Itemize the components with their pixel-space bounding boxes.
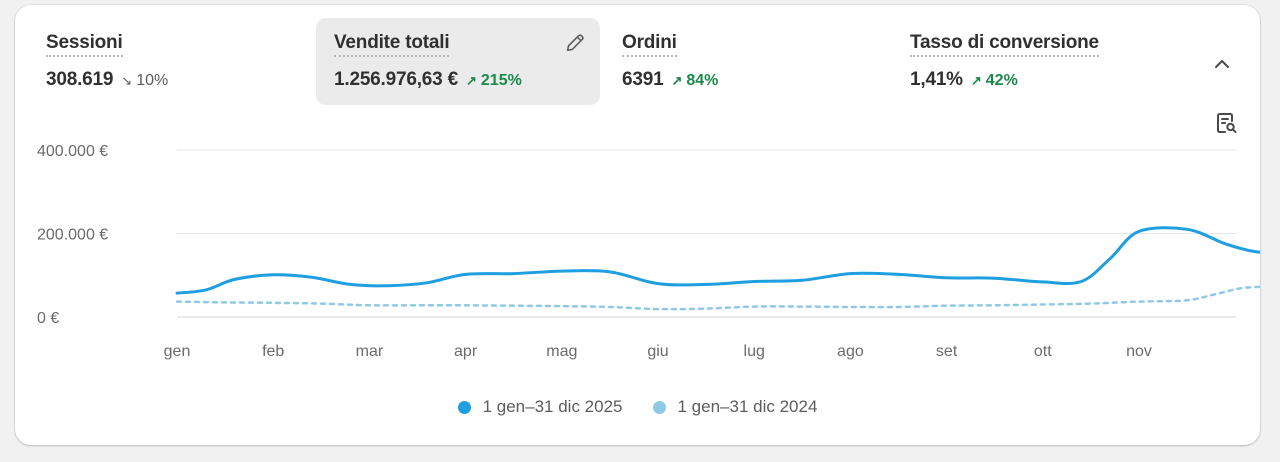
metric-orders[interactable]: Ordini 6391 ↗ 84% — [604, 18, 864, 105]
delta-badge: ↗ 42% — [971, 72, 1018, 90]
delta-value: 215% — [480, 72, 522, 89]
delta-badge: ↗ 84% — [671, 72, 718, 90]
metric-label[interactable]: Vendite totali — [334, 32, 450, 57]
x-tick-label: feb — [262, 343, 284, 360]
metric-conversion-rate[interactable]: Tasso di conversione 1,41% ↗ 42% — [892, 18, 1182, 105]
delta-value: 10% — [136, 72, 169, 89]
x-tick-label: giu — [647, 343, 668, 360]
metric-value-row: 1,41% ↗ 42% — [910, 69, 1018, 91]
series-line-previous — [175, 285, 1260, 311]
y-tick-label: 200.000 € — [37, 227, 108, 244]
metric-sessions[interactable]: Sessioni 308.619 ↘ 10% — [28, 18, 288, 105]
metric-label[interactable]: Sessioni — [46, 32, 123, 57]
metric-value: 1.256.976,63 € — [334, 69, 458, 90]
legend-label-current: 1 gen–31 dic 2025 — [482, 397, 623, 416]
legend-label-previous: 1 gen–31 dic 2024 — [677, 397, 818, 416]
arrow-up-right-icon: ↗ — [671, 73, 683, 88]
metric-value: 6391 — [622, 69, 664, 90]
legend-dot-current — [457, 400, 471, 414]
series-line-current — [175, 226, 1260, 295]
x-tick-label: set — [936, 343, 958, 360]
metric-value-row: 308.619 ↘ 10% — [46, 69, 168, 91]
metric-label[interactable]: Tasso di conversione — [910, 32, 1099, 57]
x-tick-label: mag — [546, 343, 577, 360]
metric-value: 308.619 — [46, 69, 114, 90]
chart-legend: 1 gen–31 dic 2025 1 gen–31 dic 2024 — [15, 397, 1260, 417]
x-tick-label: nov — [1126, 343, 1152, 360]
legend-item-current[interactable]: 1 gen–31 dic 2025 — [457, 397, 623, 417]
metric-value: 1,41% — [910, 69, 963, 90]
sales-line-chart: 0 € 200.000 € 400.000 € gen feb mar apr mag giu l… — [37, 143, 1260, 360]
pencil-icon[interactable] — [564, 32, 586, 54]
metric-label[interactable]: Ordini — [622, 32, 677, 57]
chevron-up-icon[interactable] — [1211, 53, 1233, 75]
x-tick-label: mar — [356, 343, 384, 360]
explore-report-icon[interactable] — [1213, 110, 1239, 136]
x-tick-label: lug — [744, 343, 765, 360]
arrow-up-right-icon: ↗ — [465, 73, 477, 88]
delta-value: 42% — [985, 72, 1018, 89]
metric-value-row: 1.256.976,63 € ↗ 215% — [334, 69, 522, 91]
metric-value-row: 6391 ↗ 84% — [622, 69, 718, 91]
x-tick-label: ott — [1034, 343, 1052, 360]
arrow-down-right-icon: ↘ — [121, 73, 133, 88]
delta-value: 84% — [686, 72, 719, 89]
delta-badge: ↗ 215% — [466, 72, 522, 90]
sales-overview-card: Sessioni 308.619 ↘ 10% Vendite totali 1.… — [15, 5, 1260, 445]
x-tick-label: ago — [837, 343, 864, 360]
y-tick-label: 0 € — [37, 310, 59, 327]
metric-total-sales[interactable]: Vendite totali 1.256.976,63 € ↗ 215% — [316, 18, 600, 105]
x-tick-label: apr — [454, 343, 478, 360]
arrow-up-right-icon: ↗ — [970, 73, 982, 88]
delta-badge: ↘ 10% — [121, 72, 168, 90]
x-tick-label: gen — [164, 343, 191, 360]
legend-item-previous[interactable]: 1 gen–31 dic 2024 — [652, 397, 818, 417]
y-tick-label: 400.000 € — [37, 143, 108, 160]
legend-dot-previous — [652, 400, 666, 414]
